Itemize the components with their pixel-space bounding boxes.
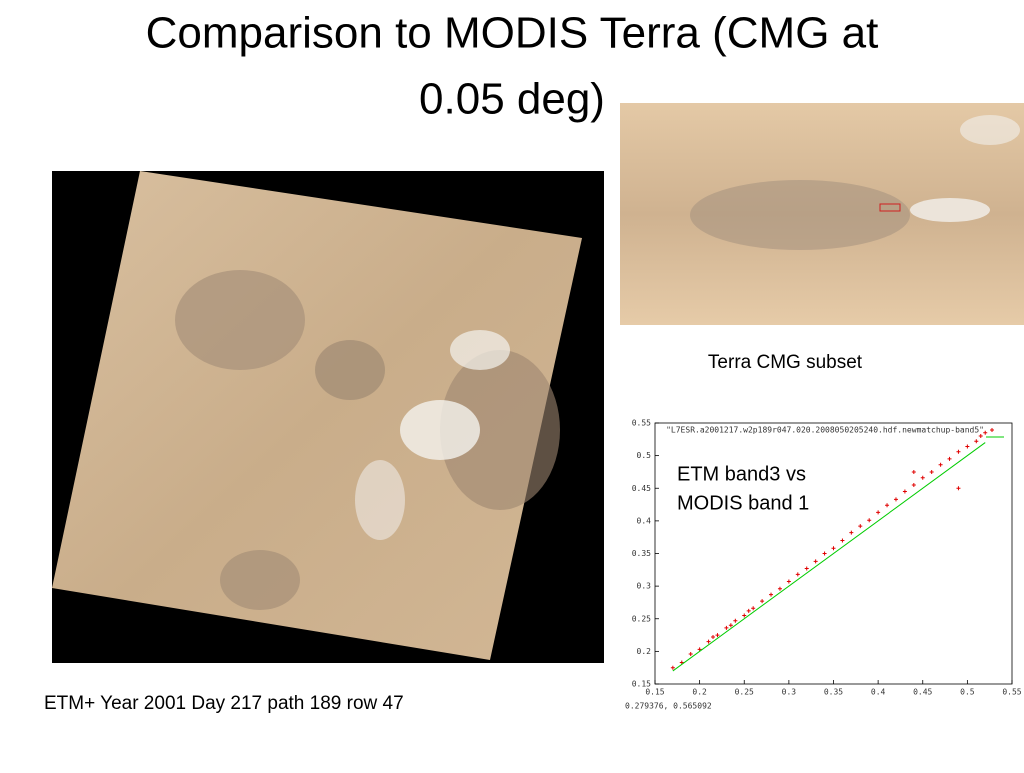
- y-tick-label: 0.3: [637, 582, 652, 591]
- right-caption: Terra CMG subset: [708, 352, 863, 373]
- legend-marker: [990, 428, 994, 432]
- annotation: ETM band3 vs: [677, 463, 806, 485]
- title-line: 0.05 deg): [419, 75, 605, 124]
- point: [831, 546, 836, 551]
- point: [893, 497, 898, 502]
- point: [902, 489, 907, 494]
- left-caption: ETM+ Year 2001 Day 217 path 189 row 47: [44, 693, 404, 714]
- point: [974, 439, 979, 444]
- x-tick-label: 0.4: [871, 688, 886, 697]
- point: [795, 572, 800, 577]
- y-tick-label: 0.15: [632, 680, 651, 689]
- point: [849, 530, 854, 535]
- point: [711, 635, 716, 640]
- point: [760, 599, 765, 604]
- coordinates: 0.279376, 0.565092: [625, 702, 712, 711]
- x-tick-label: 0.5: [960, 688, 975, 697]
- y-tick-label: 0.4: [637, 516, 652, 525]
- point: [706, 639, 711, 644]
- point: [670, 665, 675, 670]
- x-tick-label: 0.25: [735, 688, 754, 697]
- point: [956, 486, 961, 491]
- x-tick-label: 0.45: [913, 688, 932, 697]
- point: [715, 633, 720, 638]
- y-tick-label: 0.35: [632, 549, 651, 558]
- legend-label: "L7ESR.a2001217.w2p189r047.020.200805020…: [666, 426, 984, 435]
- point: [746, 608, 751, 613]
- point: [679, 660, 684, 665]
- point: [965, 444, 970, 449]
- terra-image: [620, 103, 1024, 325]
- y-tick-label: 0.55: [632, 419, 651, 428]
- y-tick-label: 0.5: [637, 451, 652, 460]
- annotation: MODIS band 1: [677, 492, 809, 514]
- y-tick-label: 0.45: [632, 484, 651, 493]
- point: [733, 618, 738, 623]
- point: [804, 566, 809, 571]
- point: [724, 625, 729, 630]
- point: [920, 475, 925, 480]
- point: [885, 503, 890, 508]
- x-tick-label: 0.3: [782, 688, 797, 697]
- point: [956, 449, 961, 454]
- point: [751, 606, 756, 611]
- x-tick-label: 0.15: [645, 688, 664, 697]
- point: [947, 456, 952, 461]
- point: [786, 579, 791, 584]
- point: [929, 469, 934, 474]
- point: [728, 623, 733, 628]
- point: [777, 586, 782, 591]
- point: [938, 462, 943, 467]
- title-line: Comparison to MODIS Terra (CMG at: [146, 9, 879, 58]
- y-tick-label: 0.2: [637, 647, 652, 656]
- fit-line: [672, 442, 986, 672]
- point: [911, 482, 916, 487]
- x-tick-label: 0.2: [692, 688, 707, 697]
- point: [697, 647, 702, 652]
- point: [688, 651, 693, 656]
- y-tick-label: 0.25: [632, 614, 651, 623]
- point: [867, 518, 872, 523]
- point: [840, 538, 845, 543]
- x-tick-label: 0.35: [824, 688, 843, 697]
- x-tick-label: 0.55: [1002, 688, 1021, 697]
- point: [911, 469, 916, 474]
- point: [822, 551, 827, 556]
- etm-image: [52, 171, 604, 663]
- point: [742, 613, 747, 618]
- point: [769, 592, 774, 597]
- point: [876, 510, 881, 515]
- point: [813, 559, 818, 564]
- point: [858, 524, 863, 529]
- point: [983, 430, 988, 435]
- point: [978, 434, 983, 439]
